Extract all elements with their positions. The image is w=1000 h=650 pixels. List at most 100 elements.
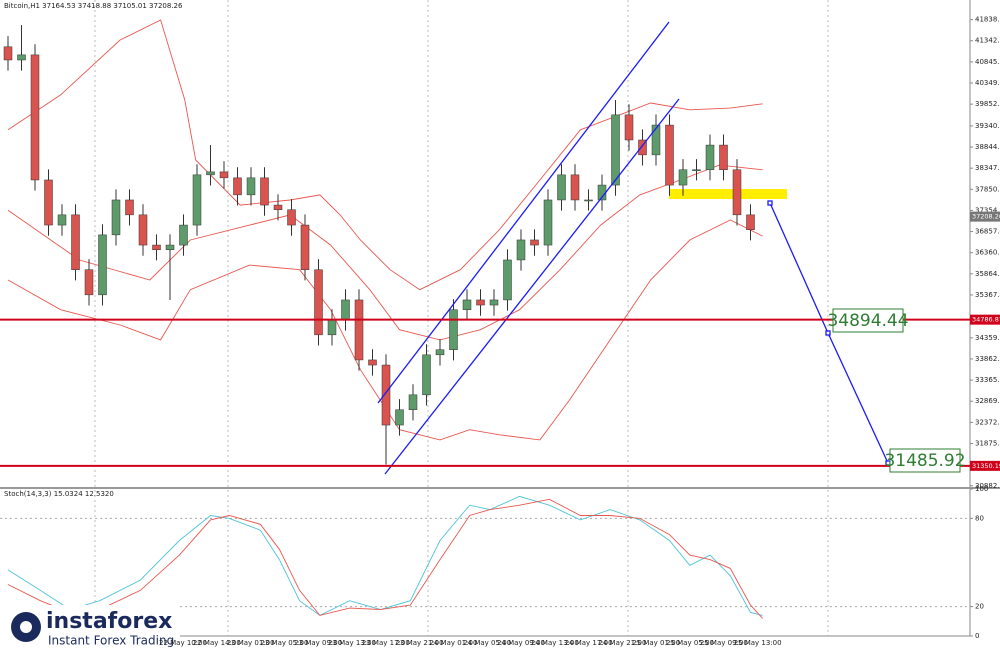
watermark-logo-inner	[20, 621, 32, 633]
candle-body	[651, 124, 661, 156]
candle-body	[300, 224, 310, 270]
osc-tick-label: 0	[975, 632, 979, 640]
stoch-line	[7, 495, 763, 616]
resistance-zone	[669, 189, 787, 199]
last-price-bg	[970, 211, 1000, 222]
candle-body	[570, 174, 580, 201]
candle-body	[516, 239, 526, 261]
y-tick-label: 32372.50	[975, 418, 1000, 426]
candle-body	[543, 199, 553, 246]
y-tick-label: 31875.85	[975, 440, 1000, 448]
y-tick-label: 30882.55	[975, 482, 1000, 490]
candle-body	[98, 234, 107, 296]
candle-body	[368, 359, 377, 366]
x-tick-label: 24 May 01:00	[429, 639, 477, 647]
y-tick-label: 34359.15	[975, 334, 1000, 342]
time-grid	[94, 0, 829, 636]
y-tick-label: 40349.00	[975, 79, 1000, 87]
candle-body	[705, 144, 715, 171]
y-tick-label: 38347.35	[975, 164, 1000, 172]
candle-body	[503, 259, 512, 301]
target-box	[832, 308, 904, 333]
bollinger-line	[7, 219, 763, 441]
level-label-bg	[970, 460, 1000, 471]
candle-body	[408, 394, 418, 410]
x-tick-label: 22 May 10:00	[159, 639, 207, 647]
y-tick-label: 37850.70	[975, 185, 1000, 193]
candle-body	[192, 174, 202, 226]
trend-channel	[377, 21, 891, 475]
x-tick-label: 23 May 13:00	[328, 639, 376, 647]
candle-body	[354, 299, 364, 361]
candle-body	[341, 299, 350, 321]
candle-body	[84, 269, 94, 296]
candle-body	[165, 244, 175, 250]
candle-body	[233, 177, 242, 196]
stoch-line	[7, 498, 763, 619]
candle-body	[138, 214, 148, 246]
candle-body	[665, 124, 674, 186]
y-tick-label: 41838.30	[975, 16, 1000, 24]
x-tick-label: 23 May 17:00	[362, 639, 410, 647]
candle-body	[246, 177, 256, 196]
x-tick-label: 24 May 05:00	[463, 639, 511, 647]
x-tick-label: 25 May 05:00	[666, 639, 714, 647]
chart-header: Bitcoin,H1 37164.53 37418.88 37105.01 37…	[4, 2, 183, 10]
candle-body	[719, 144, 728, 171]
candle-body	[287, 209, 296, 226]
candle-body	[638, 139, 647, 156]
target-label: 31485.92	[884, 451, 965, 471]
candle-body	[422, 354, 431, 396]
candle-body	[611, 114, 620, 186]
watermark-name: instaforex	[46, 609, 172, 634]
candle-body	[30, 54, 40, 181]
osc-tick-label: 100	[975, 485, 988, 493]
y-tick-label: 35864.10	[975, 270, 1000, 278]
candle-body	[678, 169, 688, 186]
candle-body	[732, 169, 742, 216]
channel-upper	[377, 21, 670, 404]
x-tick-label: 23 May 09:00	[294, 639, 342, 647]
y-tick-label: 37354.05	[975, 206, 1000, 214]
candle-body	[530, 239, 539, 246]
projection-node	[825, 330, 831, 336]
candle-body	[206, 171, 215, 176]
channel-lower	[384, 98, 680, 475]
projection-node	[767, 200, 773, 206]
y-tick-label: 33862.50	[975, 355, 1000, 363]
osc-tick-label: 80	[975, 514, 984, 522]
osc-tick-label: 20	[975, 603, 984, 611]
level-label-bg	[970, 314, 1000, 325]
candle-body	[435, 349, 445, 356]
x-tick-label: 23 May 21:00	[396, 639, 444, 647]
x-tick-label: 24 May 09:00	[497, 639, 545, 647]
candle-body	[489, 299, 499, 306]
candle-body	[476, 299, 485, 306]
candle-body	[584, 199, 593, 202]
y-tick-label: 41342.30	[975, 37, 1000, 45]
watermark: instaforex Instant Forex Trading	[0, 605, 180, 650]
last-price-label: 37208.26	[972, 213, 1000, 221]
candle-body	[260, 177, 269, 206]
candle-body	[57, 214, 67, 226]
candle-body	[381, 364, 391, 426]
candle-body	[71, 214, 80, 270]
candle-body	[219, 171, 229, 179]
y-tick-label: 35367.45	[975, 291, 1000, 299]
candle-body	[314, 269, 323, 336]
y-tick-label: 32869.15	[975, 397, 1000, 405]
candle-body	[3, 46, 13, 61]
x-tick-label: 25 May 13:00	[734, 639, 782, 647]
candle-body	[327, 319, 337, 336]
target-label: 34894.44	[827, 311, 908, 331]
y-tick-label: 40845.65	[975, 58, 1000, 66]
candle-body	[449, 309, 458, 350]
candle-body	[395, 409, 404, 426]
oscillator-title: Stoch(14,3,3) 15.0324 12.5320	[4, 490, 114, 498]
x-tick-label: 24 May 17:00	[565, 639, 613, 647]
candle-body	[125, 199, 134, 216]
y-tick-label: 33365.85	[975, 376, 1000, 384]
candle-body	[746, 214, 755, 230]
candle-body	[462, 299, 472, 310]
